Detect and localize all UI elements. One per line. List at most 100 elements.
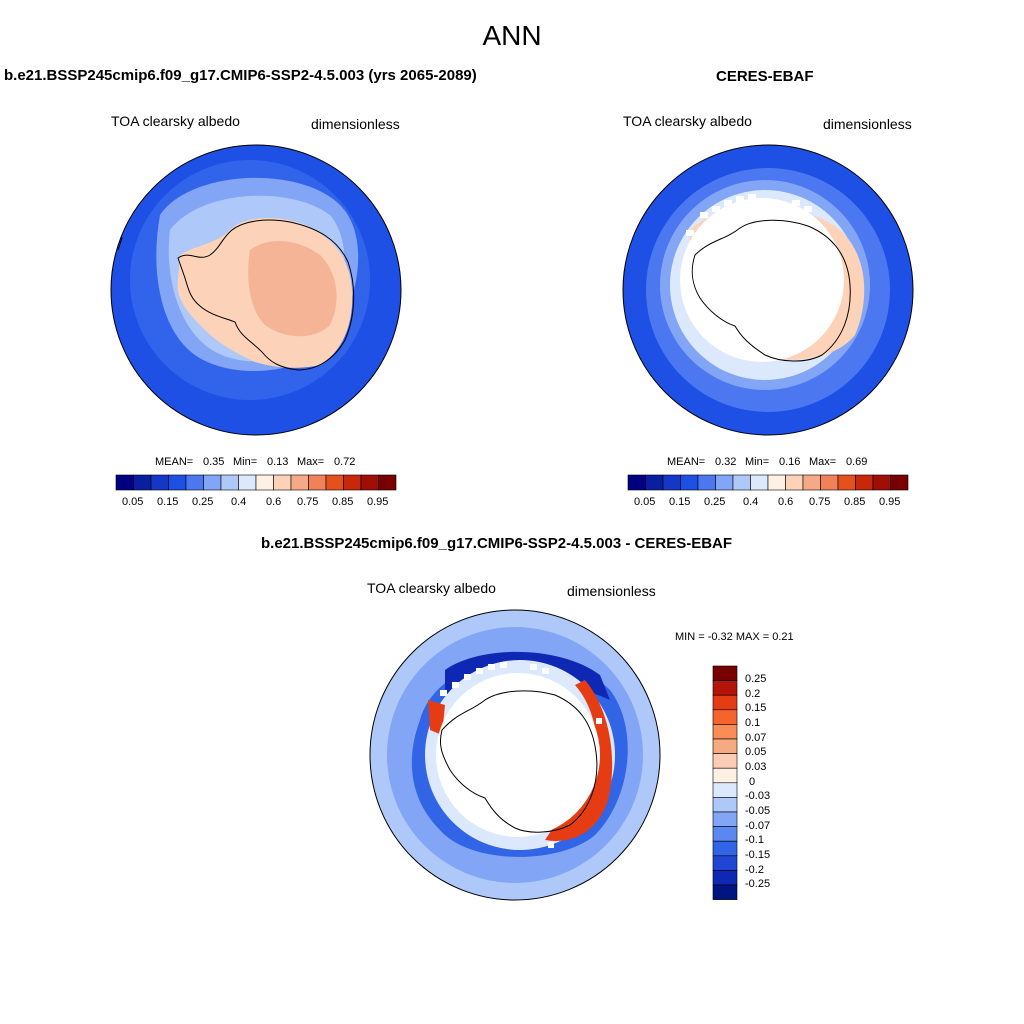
difference-tick: -0.1	[745, 834, 764, 846]
difference-tick: -0.25	[745, 878, 771, 890]
left-panel-title: b.e21.BSSP245cmip6.f09_g17.CMIP6-SSP2-4.…	[4, 67, 477, 84]
difference-variable-label: TOA clearsky albedo	[367, 580, 496, 596]
difference-tick: -0.15	[745, 849, 771, 861]
figure-title: ANN	[482, 20, 542, 51]
left-units-label: dimensionless	[311, 116, 400, 132]
colorbar-swatch	[890, 474, 909, 491]
difference-tick: -0.07	[745, 820, 771, 832]
colorbar-swatch	[855, 474, 874, 491]
colorbar-swatch	[767, 474, 786, 491]
right-tick: 0.4	[743, 496, 759, 508]
left-colorbar	[115, 474, 397, 491]
difference-tick: 0	[749, 776, 756, 788]
colorbar-swatch	[115, 474, 134, 491]
colorbar-swatch	[712, 782, 738, 798]
colorbar-swatch	[712, 665, 738, 681]
left-tick: 0.05	[122, 496, 144, 508]
colorbar-swatch	[325, 474, 344, 491]
colorbar-swatch	[645, 474, 664, 491]
colorbar-swatch	[712, 826, 738, 842]
colorbar-swatch	[203, 474, 222, 491]
right-tick: 0.85	[844, 496, 866, 508]
colorbar-swatch	[697, 474, 716, 491]
difference-units-label: dimensionless	[567, 583, 656, 599]
colorbar-swatch	[712, 753, 738, 769]
colorbar-swatch	[378, 474, 397, 491]
colorbar-swatch	[360, 474, 379, 491]
left-max-value: 0.72	[334, 456, 356, 468]
colorbar-swatch	[785, 474, 804, 491]
colorbar-swatch	[712, 840, 738, 857]
difference-tick: 0.03	[745, 761, 767, 773]
colorbar-swatch	[662, 474, 681, 491]
difference-tick: -0.2	[745, 864, 764, 876]
colorbar-swatch	[185, 474, 204, 491]
colorbar-swatch	[750, 474, 769, 491]
colorbar-swatch	[732, 474, 751, 491]
right-min-label: Min=	[745, 456, 770, 468]
difference-minmax-label: MIN = -0.32 MAX = 0.21	[675, 631, 794, 643]
colorbar-swatch	[273, 474, 292, 491]
right-tick: 0.05	[634, 496, 656, 508]
colorbar-swatch	[133, 474, 152, 491]
colorbar-swatch	[168, 474, 187, 491]
colorbar-swatch	[715, 474, 734, 491]
right-max-value: 0.69	[846, 456, 868, 468]
right-tick: 0.25	[704, 496, 726, 508]
right-units-label: dimensionless	[823, 116, 912, 132]
left-tick: 0.25	[192, 496, 214, 508]
difference-tick: 0.15	[745, 702, 767, 714]
colorbar-swatch	[712, 767, 738, 784]
left-mean-label: MEAN=	[155, 456, 194, 468]
difference-tick: 0.07	[745, 732, 767, 744]
right-tick: 0.95	[879, 496, 901, 508]
left-tick: 0.95	[367, 496, 389, 508]
left-tick: 0.75	[297, 496, 319, 508]
left-tick: 0.15	[157, 496, 179, 508]
right-panel-title: CERES-EBAF	[716, 68, 814, 85]
right-max-label: Max=	[809, 456, 837, 468]
colorbar-swatch	[238, 474, 257, 491]
colorbar-swatch	[308, 474, 327, 491]
colorbar-swatch	[712, 724, 738, 740]
difference-colorbar	[712, 665, 738, 900]
colorbar-swatch	[712, 797, 738, 813]
difference-tick: 0.2	[745, 688, 761, 700]
right-variable-label: TOA clearsky albedo	[623, 113, 752, 129]
right-tick: 0.15	[669, 496, 691, 508]
left-polar-map	[111, 145, 401, 435]
right-min-value: 0.16	[779, 456, 801, 468]
colorbar-swatch	[712, 680, 738, 696]
colorbar-swatch	[712, 855, 738, 871]
colorbar-swatch	[150, 474, 169, 491]
left-mean-value: 0.35	[203, 456, 225, 468]
left-min-label: Min=	[233, 456, 258, 468]
left-tick: 0.4	[231, 496, 247, 508]
right-mean-label: MEAN=	[667, 456, 706, 468]
colorbar-swatch	[343, 474, 362, 491]
right-polar-map	[623, 145, 913, 435]
colorbar-swatch	[712, 694, 738, 711]
difference-tick: -0.03	[745, 790, 771, 802]
colorbar-swatch	[220, 474, 239, 491]
colorbar-swatch	[712, 738, 738, 754]
right-mean-value: 0.32	[715, 456, 737, 468]
difference-tick: -0.05	[745, 805, 771, 817]
colorbar-swatch	[627, 474, 646, 491]
colorbar-swatch	[820, 474, 839, 491]
difference-panel-title: b.e21.BSSP245cmip6.f09_g17.CMIP6-SSP2-4.…	[261, 535, 733, 552]
right-tick: 0.75	[809, 496, 831, 508]
left-variable-label: TOA clearsky albedo	[111, 113, 240, 129]
left-min-value: 0.13	[267, 456, 289, 468]
colorbar-swatch	[290, 474, 309, 491]
colorbar-swatch	[712, 884, 738, 900]
difference-tick: 0.05	[745, 746, 767, 758]
colorbar-swatch	[712, 870, 738, 886]
colorbar-swatch	[680, 474, 699, 491]
left-tick: 0.85	[332, 496, 354, 508]
colorbar-swatch	[837, 474, 856, 491]
difference-tick: 0.25	[745, 673, 767, 685]
colorbar-swatch	[255, 474, 274, 491]
right-tick: 0.6	[778, 496, 794, 508]
